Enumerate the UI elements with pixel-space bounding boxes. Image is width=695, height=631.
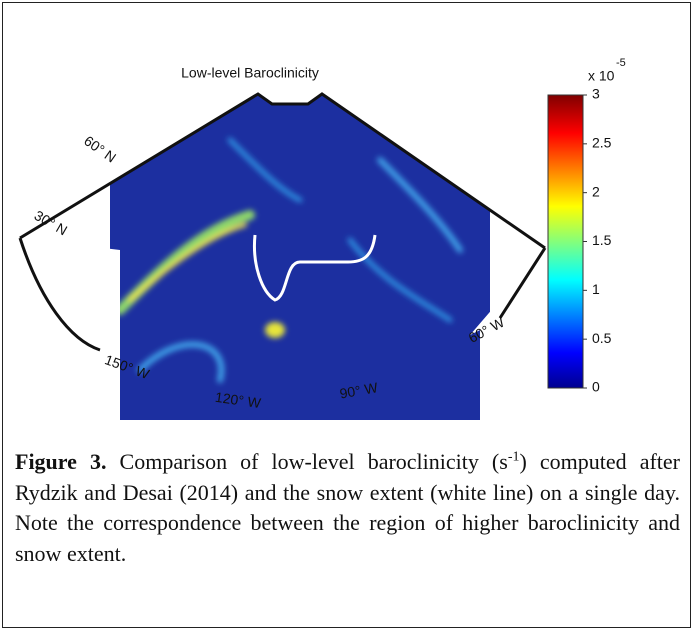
colorbar-tick-label: 0 xyxy=(592,379,600,395)
map xyxy=(110,94,490,420)
colorbar-tick-label: 0.5 xyxy=(592,330,612,346)
colorbar-tick-label: 1.5 xyxy=(592,232,612,248)
colorbar-tick-label: 2.5 xyxy=(592,135,612,151)
colorbar-tick-label: 3 xyxy=(592,86,600,102)
caption-label: Figure 3. xyxy=(15,449,107,474)
colorbar-tick-label: 2 xyxy=(592,183,600,199)
caption-text: Comparison of low-level baroclinicity (s xyxy=(119,449,508,474)
caption-superscript: -1 xyxy=(507,449,520,465)
figure: Low-level Baroclinicity 60° N 30° N 150°… xyxy=(18,57,626,420)
caption: Figure 3. Comparison of low-level barocl… xyxy=(15,447,680,569)
colorbar-exponent: -5 xyxy=(616,57,626,69)
colorbar-tick-label: 1 xyxy=(592,281,600,297)
lat-label: 60° N xyxy=(81,132,119,165)
map-outline xyxy=(18,92,547,352)
colorbar xyxy=(547,94,584,389)
lon-label: 90° W xyxy=(338,379,379,402)
lon-label: 120° W xyxy=(214,389,263,411)
caption-text: ) computed after Rydzik and Desai (2014)… xyxy=(15,449,680,566)
colorbar-multiplier: x 10 xyxy=(588,68,615,84)
map-title: Low-level Baroclinicity xyxy=(181,65,319,81)
